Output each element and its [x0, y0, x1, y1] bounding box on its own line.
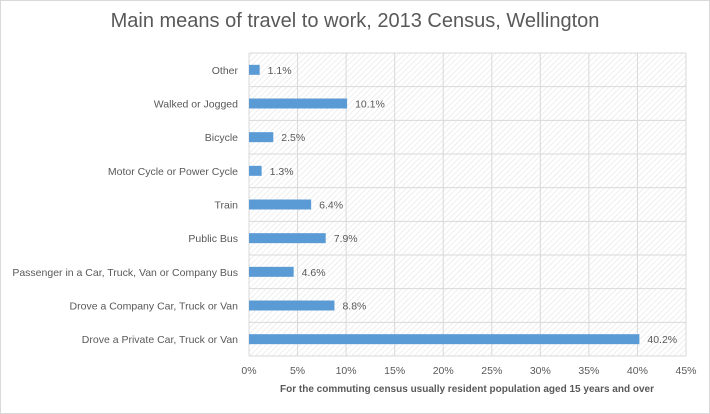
- bar: [249, 233, 326, 244]
- x-tick-label: 0%: [241, 365, 256, 377]
- data-label: 1.3%: [270, 166, 294, 178]
- category-label: Drove a Private Car, Truck or Van: [82, 334, 238, 346]
- bar: [249, 199, 312, 210]
- category-label: Bicycle: [205, 132, 238, 144]
- data-label: 8.8%: [342, 301, 366, 313]
- x-tick-label: 5%: [290, 365, 305, 377]
- x-axis-label: For the commuting census usually residen…: [280, 384, 654, 395]
- data-label: 40.2%: [647, 334, 677, 346]
- bar: [249, 266, 294, 277]
- data-label: 4.6%: [302, 267, 326, 279]
- category-label: Train: [214, 200, 238, 212]
- bar: [249, 64, 260, 75]
- x-tick-label: 30%: [530, 365, 551, 377]
- data-label: 1.1%: [268, 65, 292, 77]
- x-tick-label: 10%: [336, 365, 357, 377]
- category-label: Walked or Jogged: [154, 99, 238, 111]
- category-label: Drove a Company Car, Truck or Van: [70, 301, 239, 313]
- data-label: 6.4%: [319, 200, 343, 212]
- bar: [249, 300, 335, 311]
- x-tick-label: 15%: [384, 365, 405, 377]
- data-label: 7.9%: [334, 233, 358, 245]
- x-tick-label: 20%: [433, 365, 454, 377]
- data-label: 2.5%: [281, 132, 305, 144]
- category-label: Passenger in a Car, Truck, Van or Compan…: [12, 267, 238, 279]
- data-label: 10.1%: [355, 99, 385, 111]
- bar: [249, 334, 640, 345]
- category-label: Other: [212, 65, 239, 77]
- x-tick-label: 25%: [481, 365, 502, 377]
- x-tick-label: 40%: [627, 365, 648, 377]
- x-tick-label: 35%: [578, 365, 599, 377]
- bar: [249, 98, 348, 109]
- category-label: Public Bus: [188, 233, 238, 245]
- x-tick-label: 45%: [675, 365, 696, 377]
- bar: [249, 165, 262, 176]
- bar: [249, 132, 274, 143]
- category-label: Motor Cycle or Power Cycle: [108, 166, 238, 178]
- plot-area: [249, 53, 686, 356]
- chart-title: Main means of travel to work, 2013 Censu…: [110, 10, 600, 32]
